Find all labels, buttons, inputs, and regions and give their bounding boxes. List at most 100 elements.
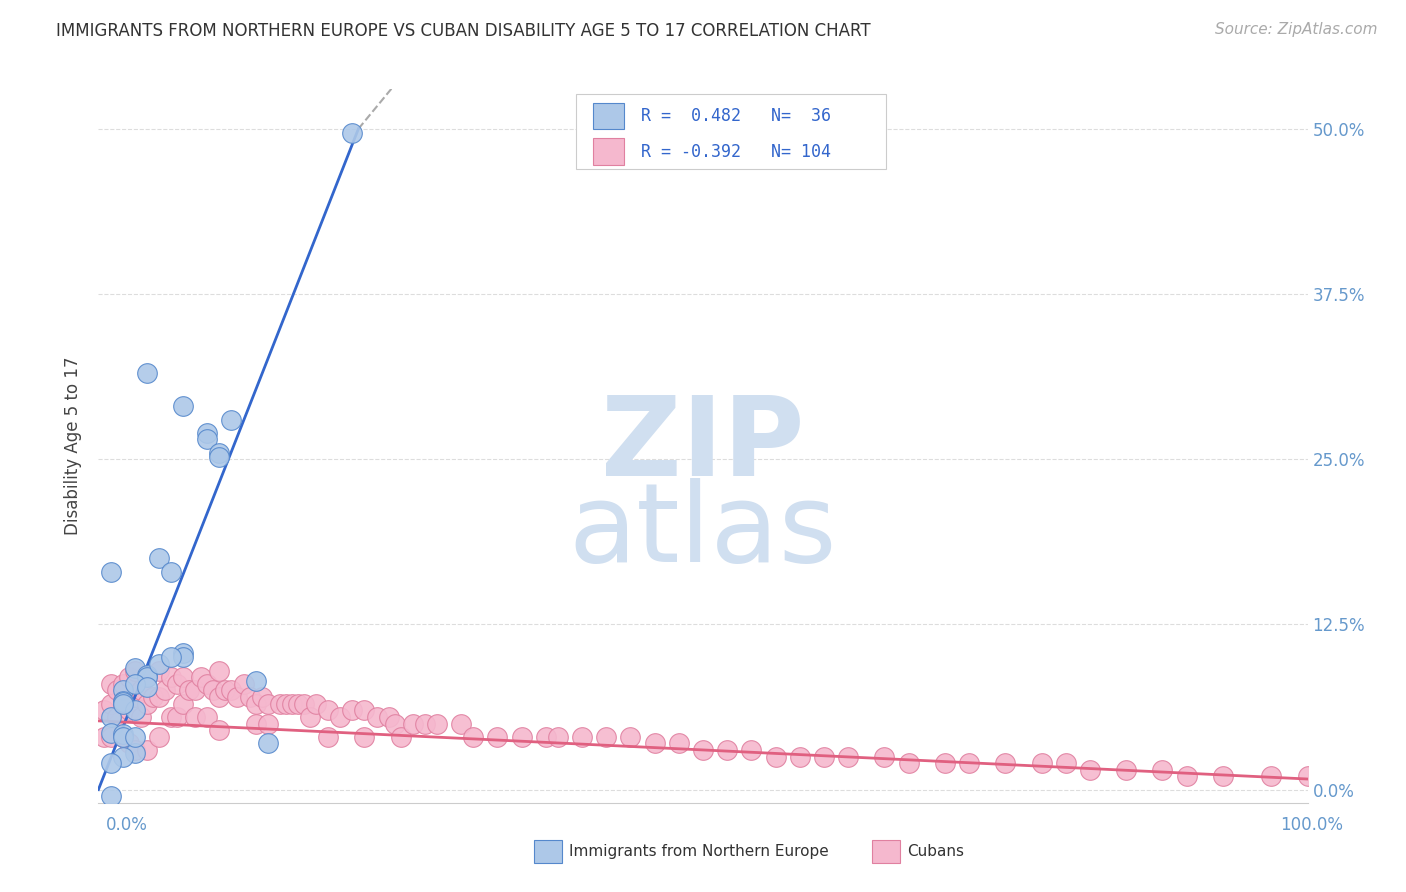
- Point: [111, 730, 134, 744]
- Point: [245, 697, 267, 711]
- Point: [118, 670, 141, 684]
- Text: 100.0%: 100.0%: [1279, 816, 1343, 834]
- Point: [571, 730, 593, 744]
- Point: [377, 710, 399, 724]
- Point: [100, 789, 122, 804]
- Point: [250, 690, 273, 704]
- Point: [100, 677, 122, 691]
- Point: [1152, 763, 1174, 777]
- Point: [184, 683, 207, 698]
- Point: [202, 683, 225, 698]
- Text: 0.0%: 0.0%: [105, 816, 148, 834]
- Point: [100, 565, 122, 579]
- Point: [692, 743, 714, 757]
- Point: [837, 749, 859, 764]
- Y-axis label: Disability Age 5 to 17: Disability Age 5 to 17: [65, 357, 83, 535]
- Point: [1260, 769, 1282, 783]
- Point: [148, 551, 170, 566]
- Point: [269, 697, 291, 711]
- Point: [934, 756, 956, 771]
- Point: [172, 400, 194, 414]
- Point: [100, 697, 122, 711]
- Point: [316, 703, 339, 717]
- Point: [172, 650, 194, 665]
- Point: [160, 565, 183, 579]
- Point: [208, 690, 231, 704]
- Point: [135, 743, 157, 757]
- Point: [100, 710, 122, 724]
- Point: [305, 697, 328, 711]
- Point: [124, 661, 146, 675]
- Point: [208, 445, 231, 459]
- Point: [353, 730, 375, 744]
- Point: [93, 730, 115, 744]
- Point: [111, 677, 134, 691]
- Point: [1212, 769, 1234, 783]
- Point: [100, 730, 122, 744]
- Point: [172, 647, 194, 661]
- Point: [111, 695, 134, 709]
- Point: [135, 680, 157, 694]
- Point: [221, 412, 243, 426]
- Point: [1078, 763, 1101, 777]
- Point: [957, 756, 980, 771]
- Text: IMMIGRANTS FROM NORTHERN EUROPE VS CUBAN DISABILITY AGE 5 TO 17 CORRELATION CHAR: IMMIGRANTS FROM NORTHERN EUROPE VS CUBAN…: [56, 22, 870, 40]
- Point: [668, 736, 690, 750]
- Point: [148, 657, 170, 671]
- Point: [644, 736, 666, 750]
- Point: [208, 723, 231, 738]
- Point: [148, 664, 170, 678]
- Point: [208, 664, 231, 678]
- Point: [1031, 756, 1053, 771]
- Point: [292, 697, 315, 711]
- Text: R = -0.392   N= 104: R = -0.392 N= 104: [641, 143, 831, 161]
- Point: [100, 756, 122, 771]
- Point: [299, 710, 322, 724]
- Point: [124, 703, 146, 717]
- Point: [124, 664, 146, 678]
- Point: [166, 710, 188, 724]
- Point: [160, 670, 183, 684]
- Point: [166, 677, 188, 691]
- Point: [124, 690, 146, 704]
- Point: [316, 730, 339, 744]
- Point: [111, 730, 134, 744]
- Point: [595, 730, 617, 744]
- Point: [111, 683, 134, 698]
- Point: [221, 683, 243, 698]
- Point: [179, 683, 201, 698]
- Point: [111, 694, 134, 708]
- Point: [245, 674, 267, 689]
- Point: [135, 367, 157, 381]
- Point: [287, 697, 309, 711]
- Point: [873, 749, 896, 764]
- Point: [153, 683, 176, 698]
- Text: ZIP: ZIP: [602, 392, 804, 500]
- Point: [534, 730, 557, 744]
- Point: [111, 697, 134, 711]
- Point: [118, 703, 141, 717]
- Point: [402, 716, 425, 731]
- Point: [1115, 763, 1137, 777]
- Point: [765, 749, 787, 764]
- Text: R =  0.482   N=  36: R = 0.482 N= 36: [641, 107, 831, 125]
- Point: [124, 746, 146, 760]
- Point: [208, 450, 231, 464]
- Point: [463, 730, 485, 744]
- Point: [740, 743, 762, 757]
- Point: [111, 727, 134, 741]
- Point: [195, 710, 218, 724]
- Point: [142, 690, 165, 704]
- Point: [281, 697, 304, 711]
- Point: [1175, 769, 1198, 783]
- Point: [426, 716, 449, 731]
- Point: [160, 710, 183, 724]
- Point: [353, 703, 375, 717]
- Point: [897, 756, 920, 771]
- Point: [124, 730, 146, 744]
- Point: [184, 710, 207, 724]
- Point: [195, 433, 218, 447]
- Point: [450, 716, 472, 731]
- Point: [789, 749, 811, 764]
- Point: [226, 690, 249, 704]
